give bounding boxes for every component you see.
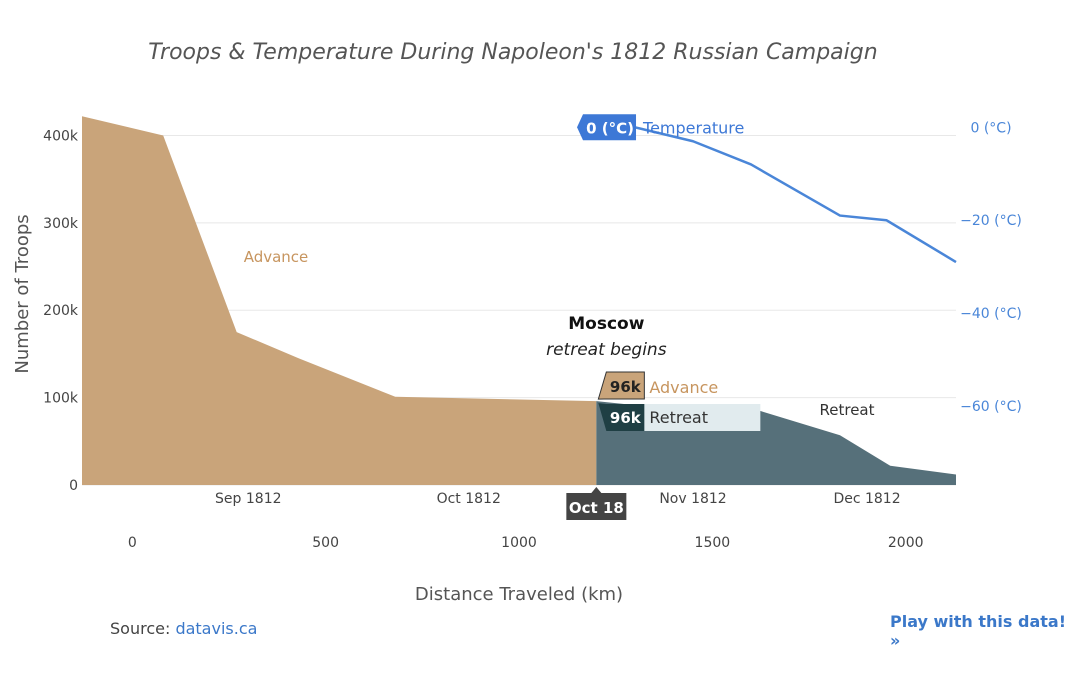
moscow-annotation: Moscow xyxy=(568,314,644,334)
x-axis-ticks: Sep 1812 Oct 1812 Nov 1812 Dec 1812 0 500 1000… xyxy=(128,491,924,551)
y-tick-label: 200k xyxy=(43,303,79,319)
x-hover-text: Oct 18 xyxy=(569,499,624,517)
y-tick-label: 100k xyxy=(43,391,79,407)
x-distance-tick-label: 1500 xyxy=(695,535,731,551)
advance-hover-box xyxy=(597,371,645,400)
x-distance-tick-label: 500 xyxy=(312,535,339,551)
retreat-hover-box xyxy=(598,403,645,431)
hover-labels: Oct 18 96k Advance 96k Retreat 0 (°C) Temperat… xyxy=(566,114,761,520)
plot-areas xyxy=(82,116,956,485)
play-with-data-link[interactable]: Play with this data! » xyxy=(890,612,1066,650)
x-distance-tick-label: 2000 xyxy=(888,535,924,551)
x-date-tick-label: Dec 1812 xyxy=(833,491,900,507)
y2-tick-label: −20 (°C) xyxy=(960,213,1022,229)
x-date-tick-label: Oct 1812 xyxy=(437,491,501,507)
temperature-hover-name: Temperature xyxy=(642,118,744,137)
x-date-tick-label: Sep 1812 xyxy=(215,491,281,507)
x-distance-tick-label: 1000 xyxy=(501,535,537,551)
source-note: Source: datavis.ca xyxy=(110,619,257,638)
y-tick-label: 300k xyxy=(43,216,79,232)
x-hover-box xyxy=(566,487,627,520)
advance-area xyxy=(82,116,597,485)
retreat-hover-value: 96k xyxy=(610,409,642,427)
y2-axis-ticks: 0 (°C) −20 (°C) −40 (°C) −60 (°C) xyxy=(960,120,1022,415)
temperature-hover-box xyxy=(577,114,637,141)
x-axis-title: Distance Traveled (km) xyxy=(415,584,623,605)
y-tick-label: 400k xyxy=(43,128,79,144)
advance-hover-value: 96k xyxy=(610,378,642,396)
chart-title: Troops & Temperature During Napoleon's 1… xyxy=(148,40,877,65)
retreat-hover-name-bg xyxy=(642,404,761,431)
x-distance-tick-label: 0 xyxy=(128,535,137,551)
y-tick-label: 0 xyxy=(69,478,78,494)
temperature-hover-value: 0 (°C) xyxy=(586,119,634,137)
y2-tick-label: 0 (°C) xyxy=(970,120,1011,136)
y2-tick-label: −40 (°C) xyxy=(960,306,1022,322)
advance-area-label: Advance xyxy=(244,248,309,266)
moscow-subtitle: retreat begins xyxy=(546,340,667,360)
y-axis-ticks: 0 100k 200k 300k 400k xyxy=(43,128,79,494)
retreat-area-label: Retreat xyxy=(820,401,875,419)
retreat-hover-name: Retreat xyxy=(649,408,708,427)
advance-hover-name: Advance xyxy=(649,378,718,397)
annotations: Advance Retreat Moscow retreat begins xyxy=(244,248,875,419)
source-link[interactable]: datavis.ca xyxy=(175,619,258,638)
temperature-line xyxy=(634,126,957,264)
source-prefix: Source: xyxy=(110,619,171,638)
y2-tick-label: −60 (°C) xyxy=(960,399,1022,415)
y-axis-title: Number of Troops xyxy=(12,214,33,373)
temperature-layer xyxy=(634,126,957,264)
x-date-tick-label: Nov 1812 xyxy=(659,491,726,507)
